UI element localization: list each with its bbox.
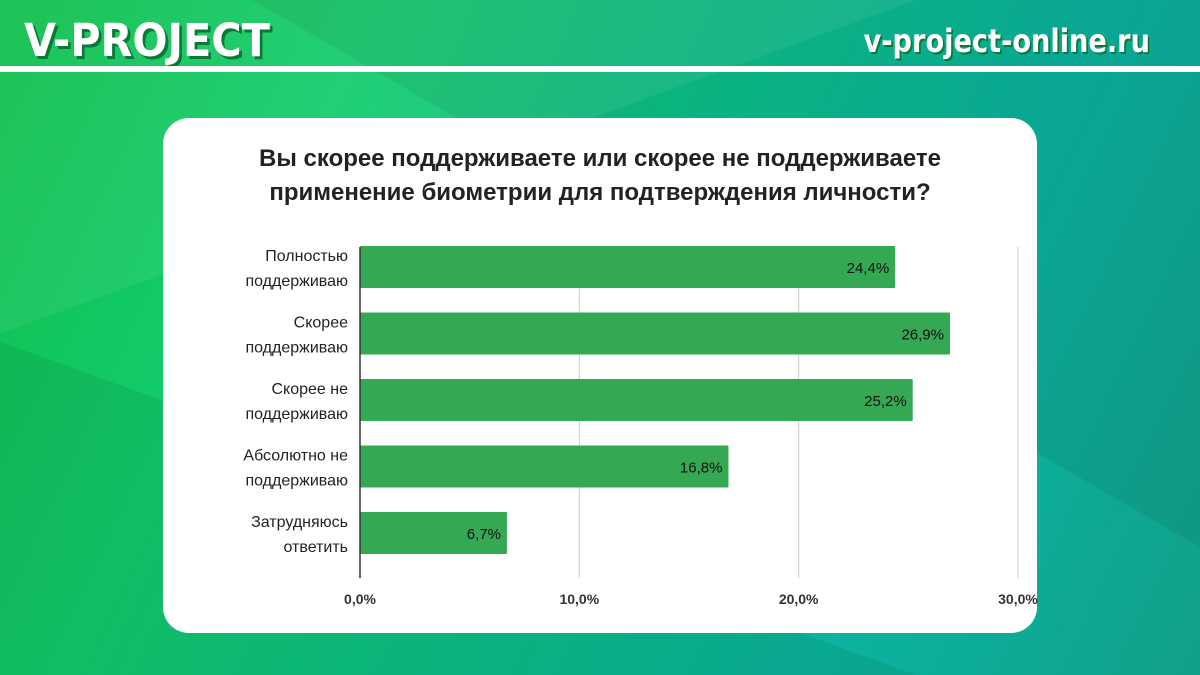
bar bbox=[360, 512, 507, 554]
category-label: ответить bbox=[284, 539, 349, 556]
x-tick-label: 30,0% bbox=[998, 591, 1038, 607]
chart-title-line: Вы скорее поддерживаете или скорее не по… bbox=[259, 145, 941, 172]
brand-logo: V-PROJECT bbox=[24, 14, 270, 67]
category-label: поддерживаю bbox=[245, 406, 348, 423]
x-tick-label: 10,0% bbox=[559, 591, 599, 607]
x-tick-label: 0,0% bbox=[344, 591, 376, 607]
data-label: 26,9% bbox=[901, 327, 944, 344]
bar bbox=[360, 445, 729, 488]
x-tick-label: 20,0% bbox=[779, 591, 819, 607]
data-label: 25,2% bbox=[864, 393, 907, 410]
bar bbox=[360, 379, 913, 421]
category-label: Скорее bbox=[294, 315, 348, 332]
category-label: поддерживаю bbox=[245, 340, 348, 357]
category-label: Скорее не bbox=[271, 381, 348, 398]
chart-title-line: применение биометрии для подтверждения л… bbox=[269, 179, 931, 206]
category-label: Полностью bbox=[265, 248, 348, 265]
site-url: v-project-online.ru bbox=[863, 22, 1150, 60]
category-label: Абсолютно не bbox=[243, 448, 348, 465]
category-label: поддерживаю bbox=[245, 273, 348, 290]
chart-title: Вы скорее поддерживаете или скорее не по… bbox=[0, 142, 1200, 210]
bar bbox=[360, 246, 896, 288]
header-divider bbox=[0, 66, 1200, 72]
chart-card bbox=[163, 118, 1037, 633]
data-label: 16,8% bbox=[680, 460, 723, 477]
bar bbox=[360, 312, 951, 355]
category-label: поддерживаю bbox=[245, 473, 348, 490]
data-label: 24,4% bbox=[847, 260, 890, 277]
category-label: Затрудняюсь bbox=[251, 514, 348, 531]
data-label: 6,7% bbox=[467, 526, 501, 543]
